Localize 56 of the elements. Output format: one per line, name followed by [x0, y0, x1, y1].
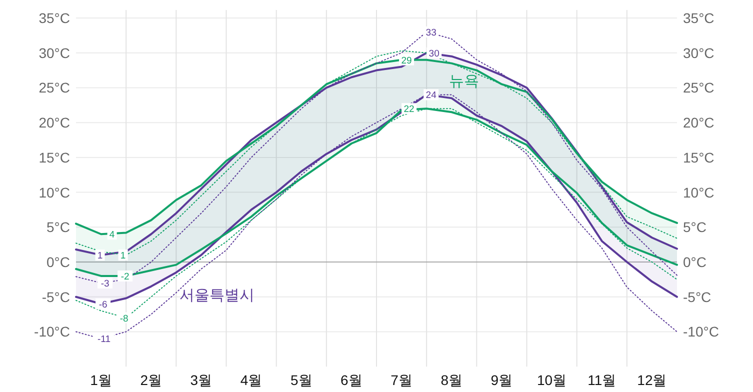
annotation: 1	[118, 250, 128, 262]
y-tick-label: 10°C	[38, 184, 70, 200]
annotation: 22	[404, 104, 414, 116]
annotation: 22	[402, 103, 417, 116]
y2-tick-label: 15°C	[683, 149, 714, 166]
y-tick-label: 5°C	[46, 219, 70, 236]
y2-tick-label: 5°C	[683, 219, 706, 236]
x-tick-label: 5월	[290, 372, 312, 388]
series-label: 뉴욕	[449, 73, 480, 90]
x-tick-label: 12월	[637, 372, 667, 388]
annotation: -2	[120, 271, 130, 282]
annotation: 30	[428, 48, 440, 60]
annotation: 24	[426, 90, 436, 102]
annotation: 30	[426, 47, 442, 60]
y-tick-label: 0°C	[46, 254, 70, 270]
y-tick-label: 15°C	[38, 149, 70, 166]
y2-tick-label: 30°C	[683, 44, 714, 61]
y-tick-label: 20°C	[38, 114, 70, 131]
series-label: 서울특별시	[180, 287, 255, 304]
y2-tick-label: 35°C	[683, 10, 714, 26]
y-tick-label: 30°C	[38, 44, 70, 61]
annotation: -6	[98, 299, 108, 310]
annotation: -8	[120, 313, 128, 324]
annotation: -3	[98, 277, 113, 290]
y2-tick-label: 0°C	[683, 254, 706, 270]
x-tick-label: 2월	[140, 372, 162, 388]
y-tick-label: 25°C	[38, 80, 70, 96]
annotation: 1	[95, 250, 105, 262]
y2-tick-label: 10°C	[683, 184, 714, 200]
x-tick-label: 7월	[390, 372, 412, 388]
annotation: 4	[107, 228, 117, 241]
x-tick-label: 3월	[190, 372, 212, 388]
annotation: -6	[96, 298, 111, 310]
x-tick-label: 11월	[588, 372, 616, 388]
annotation: -2	[118, 270, 133, 282]
x-tick-label: 6월	[340, 372, 362, 388]
annotation: 33	[426, 27, 436, 38]
y2-tick-label: 20°C	[683, 114, 714, 131]
x-tick-label: 1월	[90, 372, 112, 388]
x-tick-label: 9월	[490, 372, 513, 388]
x-tick-label: 10월	[537, 372, 567, 388]
y2-tick-label: 25°C	[683, 80, 714, 96]
annotation: -3	[100, 278, 110, 290]
y2-tick-label: -10°C	[683, 324, 719, 340]
y-tick-label: -5°C	[42, 288, 70, 305]
annotation: -11	[98, 334, 111, 346]
y2-tick-label: -5°C	[683, 288, 712, 305]
x-tick-label: 8월	[440, 372, 463, 388]
y-tick-label: -10°C	[34, 324, 70, 340]
annotation: 29	[401, 55, 412, 66]
y-tick-label: 35°C	[38, 10, 70, 26]
annotation: 33	[424, 26, 439, 38]
x-tick-label: 4월	[240, 372, 262, 388]
annotation: 24	[424, 89, 439, 102]
annotation: -8	[116, 312, 132, 324]
annotation: 29	[399, 54, 414, 66]
